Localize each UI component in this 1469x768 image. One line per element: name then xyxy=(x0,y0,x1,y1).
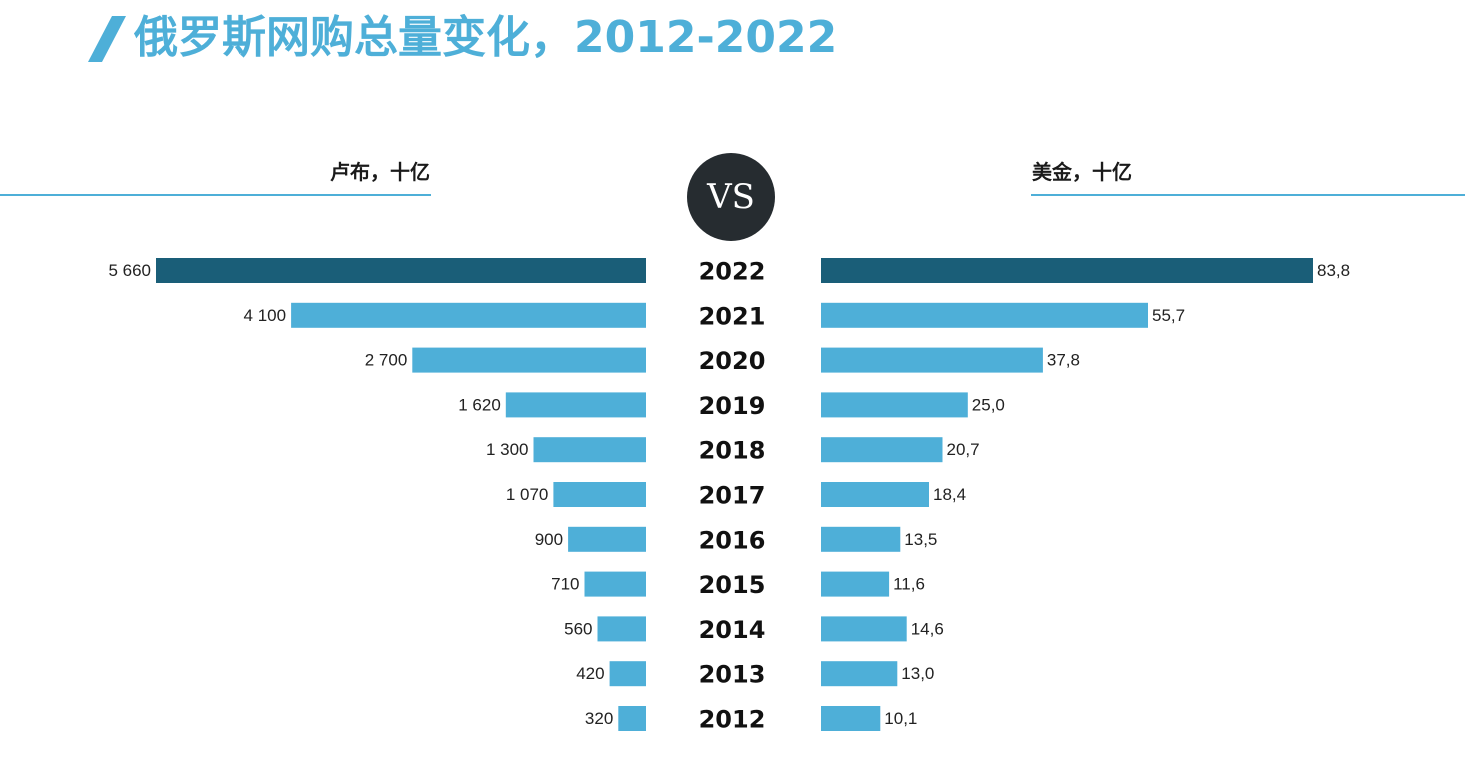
right-bar-2020 xyxy=(821,347,1043,373)
left-value-label-2012: 320 xyxy=(585,709,613,728)
left-value-label-2013: 420 xyxy=(576,664,604,683)
left-value-label-2018: 1 300 xyxy=(486,440,529,459)
left-bar-2014 xyxy=(597,616,646,642)
left-divider xyxy=(0,194,431,196)
right-value-label-2012: 10,1 xyxy=(884,709,917,728)
year-label-2021: 2021 xyxy=(699,302,766,330)
year-label-2013: 2013 xyxy=(699,661,766,689)
right-value-label-2016: 13,5 xyxy=(904,530,937,549)
left-value-label-2020: 2 700 xyxy=(365,351,408,370)
right-value-label-2019: 25,0 xyxy=(972,395,1005,414)
right-value-label-2017: 18,4 xyxy=(933,485,966,504)
left-value-label-2022: 5 660 xyxy=(108,261,151,280)
right-value-label-2020: 37,8 xyxy=(1047,351,1080,370)
left-bar-2013 xyxy=(609,661,646,687)
left-bar-2015 xyxy=(584,571,646,597)
right-bar-2022 xyxy=(821,258,1313,283)
right-divider xyxy=(1031,194,1465,196)
right-value-label-2022: 83,8 xyxy=(1317,261,1350,280)
title-slash-icon xyxy=(88,16,126,62)
left-bar-2016 xyxy=(568,526,646,552)
left-value-label-2021: 4 100 xyxy=(244,306,287,325)
year-label-2012: 2012 xyxy=(699,706,766,734)
left-value-label-2015: 710 xyxy=(551,575,579,594)
right-value-label-2018: 20,7 xyxy=(947,440,980,459)
left-unit-label: 卢布，十亿 xyxy=(330,160,430,184)
year-label-2016: 2016 xyxy=(699,526,766,554)
right-unit-label: 美金，十亿 xyxy=(1032,160,1132,184)
year-label-2022: 2022 xyxy=(699,258,766,286)
vs-badge: VS xyxy=(687,153,775,241)
left-bar-2019 xyxy=(505,392,646,418)
year-label-2017: 2017 xyxy=(699,482,766,510)
right-bar-2014 xyxy=(821,616,907,642)
left-bar-2017 xyxy=(553,482,646,507)
year-label-2020: 2020 xyxy=(699,347,766,375)
left-bar-2018 xyxy=(533,437,646,463)
year-label-2015: 2015 xyxy=(699,571,766,599)
right-bar-2017 xyxy=(821,482,929,507)
page-title: 俄罗斯网购总量变化，2012-2022 xyxy=(134,12,838,63)
right-bar-2018 xyxy=(821,437,943,463)
left-value-label-2017: 1 070 xyxy=(506,485,549,504)
right-value-label-2013: 13,0 xyxy=(901,664,934,683)
right-bar-2021 xyxy=(821,302,1148,328)
right-bar-2012 xyxy=(821,706,881,731)
right-value-label-2014: 14,6 xyxy=(911,619,944,638)
year-label-2014: 2014 xyxy=(699,616,766,644)
left-value-label-2019: 1 620 xyxy=(458,395,501,414)
left-bar-2022 xyxy=(156,258,646,283)
left-bar-2020 xyxy=(412,347,646,373)
year-label-2018: 2018 xyxy=(699,437,766,465)
left-value-label-2014: 560 xyxy=(564,619,592,638)
right-bar-2019 xyxy=(821,392,968,418)
left-bar-2021 xyxy=(291,302,646,328)
right-bar-2016 xyxy=(821,526,901,552)
left-value-label-2016: 900 xyxy=(535,530,563,549)
right-bar-2015 xyxy=(821,571,890,597)
year-label-2019: 2019 xyxy=(699,392,766,420)
left-bar-2012 xyxy=(618,706,646,731)
right-bar-2013 xyxy=(821,661,898,687)
right-value-label-2021: 55,7 xyxy=(1152,306,1185,325)
right-value-label-2015: 11,6 xyxy=(893,575,925,594)
